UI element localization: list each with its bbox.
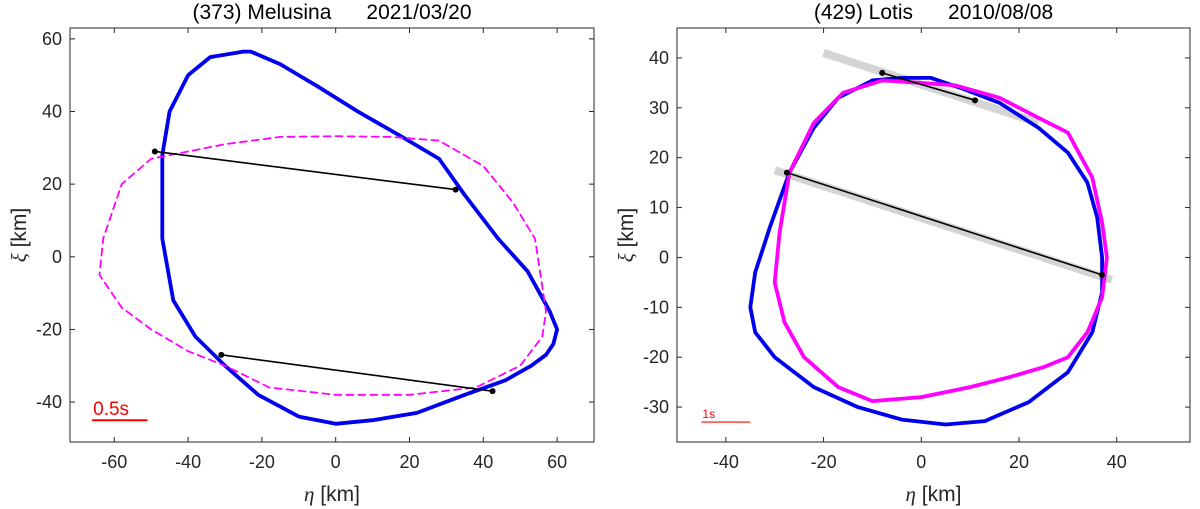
chord-2-end-point (489, 388, 496, 395)
y-axis-symbol: ξ (7, 253, 31, 262)
y-tick-label: 20 (42, 174, 62, 194)
chord-2 (221, 354, 493, 392)
y-tick-label: 40 (649, 48, 669, 68)
chord-2-end-point (1099, 271, 1106, 278)
axes-box (69, 27, 595, 443)
x-axis-symbol: η (304, 482, 314, 506)
x-tick-label: 40 (473, 452, 493, 472)
x-tick-label: -40 (713, 452, 739, 472)
y-axis-label: ξ [km] (614, 208, 638, 263)
plot-area: 1s (701, 49, 1114, 427)
chart-2: (429) Lotis 2010/08/08 1s -40 -20 0 20 40 -30 -2… (614, 1, 1191, 506)
y-tick-label: -20 (36, 319, 62, 339)
shape-model-contour (748, 76, 1104, 427)
chord-1-start-point (151, 148, 158, 155)
x-axis-label: η [km] (906, 482, 962, 506)
x-tick-label: 40 (1107, 452, 1127, 472)
x-tick-label: 20 (1009, 452, 1029, 472)
x-axis-unit: [km] (916, 483, 962, 506)
chord-1-start-point (879, 69, 886, 76)
x-tick-label: 0 (916, 452, 926, 472)
y-tick-label: 60 (42, 29, 62, 49)
x-axis-symbol: η (906, 482, 916, 506)
y-axis-symbol: ξ (614, 253, 638, 262)
uncertainty-band-2 (773, 166, 1114, 284)
x-tick-label: -40 (175, 452, 201, 472)
chord-1 (154, 150, 456, 191)
y-tick-label: -30 (643, 397, 669, 417)
y-tick-label: 40 (42, 102, 62, 122)
comparison-contour (98, 135, 547, 396)
chord-1-end-point (972, 97, 979, 104)
x-tick-label: 60 (547, 452, 567, 472)
y-tick-label: 0 (659, 247, 669, 267)
chord-2-start-point (218, 351, 225, 358)
chord-2 (786, 171, 1103, 276)
x-axis-label: η [km] (304, 482, 360, 506)
y-axis-unit: [km] (8, 208, 31, 254)
y-tick-label: 30 (649, 98, 669, 118)
y-tick-label: 20 (649, 148, 669, 168)
chord-1 (881, 72, 976, 102)
y-axis-unit: [km] (615, 208, 638, 254)
comparison-contour (772, 78, 1109, 404)
y-tick-label: -10 (643, 297, 669, 317)
chart-title: (429) Lotis 2010/08/08 (814, 1, 1053, 24)
scale-bar-label: 1s (702, 407, 715, 421)
chord-1-end-point (452, 186, 459, 193)
y-tick-label: -20 (643, 347, 669, 367)
x-tick-label: 20 (399, 452, 419, 472)
y-tick-label: 0 (52, 247, 62, 267)
x-tick-label: -60 (101, 452, 127, 472)
scale-bar-label: 0.5s (93, 399, 129, 420)
chart-title: (373) Melusina 2021/03/20 (192, 1, 471, 24)
x-tick-label: 0 (331, 452, 341, 472)
x-tick-label: -20 (811, 452, 837, 472)
axes-box (676, 27, 1191, 443)
shape-model-contour (160, 49, 559, 426)
y-axis-label: ξ [km] (7, 208, 31, 263)
y-tick-label: 10 (649, 198, 669, 218)
plot-area: 0.5s (92, 49, 559, 426)
x-tick-label: -20 (249, 452, 275, 472)
chord-2-start-point (783, 169, 790, 176)
x-axis-unit: [km] (314, 483, 360, 506)
y-tick-label: -40 (36, 392, 62, 412)
chart-1: (373) Melusina 2021/03/20 0.5s -60 -40 -20 0 2… (7, 1, 595, 506)
